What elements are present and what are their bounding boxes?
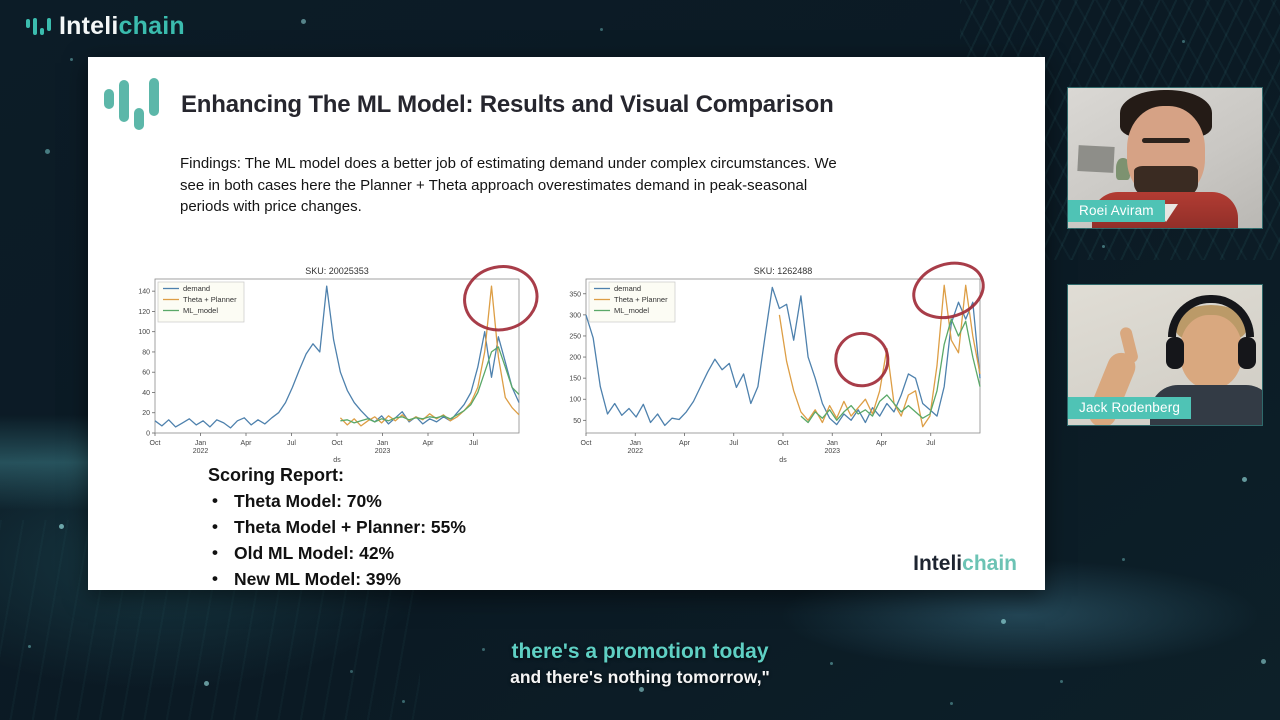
svg-text:0: 0 [146, 431, 150, 438]
svg-text:250: 250 [569, 333, 581, 340]
intelichain-logo-icon [26, 14, 51, 40]
svg-text:Jan: Jan [377, 440, 388, 447]
svg-text:50: 50 [573, 418, 581, 425]
intelichain-logo: Intelichain [26, 12, 185, 41]
svg-text:Jul: Jul [287, 440, 296, 447]
slide-footer-logo: Intelichain [913, 552, 1017, 576]
svg-text:Jul: Jul [729, 440, 738, 447]
svg-text:300: 300 [569, 312, 581, 319]
svg-text:2022: 2022 [627, 448, 643, 455]
svg-text:Jan: Jan [630, 440, 641, 447]
svg-text:Apr: Apr [876, 440, 888, 447]
footer-logo-inteli: Inteli [913, 552, 963, 575]
chart-sku-20025353: SKU: 20025353 0 20 40 60 80 100 120 140 Oct Jan 202… [125, 265, 539, 465]
charts-row: SKU: 20025353 0 20 40 60 80 100 120 140 Oct Jan 202… [88, 261, 1045, 470]
svg-text:80: 80 [142, 349, 150, 356]
svg-text:ds: ds [333, 457, 341, 464]
closed-captions: there's a promotion today and there's no… [0, 640, 1280, 688]
svg-text:Jan: Jan [827, 440, 838, 447]
svg-text:SKU: 20025353: SKU: 20025353 [305, 266, 369, 276]
svg-text:2023: 2023 [375, 448, 391, 455]
scoring-report-list: Theta Model: 70%Theta Model + Planner: 5… [208, 488, 466, 592]
svg-text:Jul: Jul [926, 440, 935, 447]
scoring-report-heading: Scoring Report: [208, 465, 345, 485]
presentation-slide: Enhancing The ML Model: Results and Visu… [88, 57, 1045, 592]
svg-text:140: 140 [138, 289, 150, 296]
logo-text-inteli: Inteli [59, 12, 119, 40]
svg-text:Oct: Oct [150, 440, 161, 447]
svg-text:100: 100 [569, 397, 581, 404]
headphone-cup-right [1238, 337, 1256, 369]
svg-text:ML_model: ML_model [614, 306, 649, 315]
participant-video-roei[interactable]: Roei Aviram [1067, 87, 1263, 229]
svg-text:200: 200 [569, 355, 581, 362]
svg-text:Apr: Apr [679, 440, 691, 447]
svg-text:Apr: Apr [423, 440, 435, 447]
svg-text:Apr: Apr [241, 440, 253, 447]
svg-text:ds: ds [779, 457, 787, 464]
svg-text:Theta + Planner: Theta + Planner [183, 295, 237, 304]
svg-text:Oct: Oct [332, 440, 343, 447]
slide-header: Enhancing The ML Model: Results and Visu… [104, 75, 834, 135]
headphones-band [1168, 295, 1254, 337]
background-particles [0, 0, 3, 3]
scoring-item: Theta Model + Planner: 55% [208, 514, 466, 540]
scoring-item: New ML Model: 39% [208, 566, 466, 592]
scoring-item: Old ML Model: 42% [208, 540, 466, 566]
svg-text:350: 350 [569, 291, 581, 298]
svg-text:Jul: Jul [469, 440, 478, 447]
participant-name-tag: Jack Rodenberg [1068, 397, 1192, 419]
svg-text:Oct: Oct [778, 440, 789, 447]
background-teal-band [0, 415, 90, 510]
footer-logo-chain: chain [962, 552, 1017, 575]
svg-text:20: 20 [142, 410, 150, 417]
findings-paragraph: Findings: The ML model does a better job… [180, 155, 837, 216]
svg-text:Jan: Jan [195, 440, 206, 447]
intelichain-logo-text: Intelichain [59, 12, 185, 41]
svg-text:ML_model: ML_model [183, 306, 218, 315]
svg-text:60: 60 [142, 370, 150, 377]
caption-line-1: there's a promotion today [511, 640, 769, 663]
svg-text:100: 100 [138, 329, 150, 336]
scoring-report: Scoring Report: Theta Model: 70%Theta Mo… [208, 465, 466, 592]
svg-text:120: 120 [138, 309, 150, 316]
svg-text:SKU: 1262488: SKU: 1262488 [754, 266, 813, 276]
participant-video-jack[interactable]: Jack Rodenberg [1067, 284, 1263, 426]
participant-name-tag: Roei Aviram [1068, 200, 1165, 222]
svg-text:2023: 2023 [824, 448, 840, 455]
svg-text:150: 150 [569, 376, 581, 383]
wall-picture [1077, 145, 1115, 173]
headphone-cup-left [1166, 337, 1184, 369]
plant [1116, 158, 1130, 180]
svg-text:2022: 2022 [193, 448, 209, 455]
caption-line-2: and there's nothing tomorrow," [510, 667, 770, 687]
svg-text:Theta + Planner: Theta + Planner [614, 295, 668, 304]
scoring-item: Theta Model: 70% [208, 488, 466, 514]
person-brow [1142, 138, 1190, 143]
svg-text:40: 40 [142, 390, 150, 397]
svg-text:demand: demand [614, 284, 641, 293]
slide-title: Enhancing The ML Model: Results and Visu… [181, 91, 834, 118]
svg-text:demand: demand [183, 284, 210, 293]
slide-logo-bars-icon [104, 75, 159, 135]
chart-sku-1262488: SKU: 1262488 50 100 150 200 250 300 350 Oct Jan 20… [556, 261, 986, 465]
logo-text-chain: chain [118, 12, 185, 40]
svg-text:Oct: Oct [581, 440, 592, 447]
